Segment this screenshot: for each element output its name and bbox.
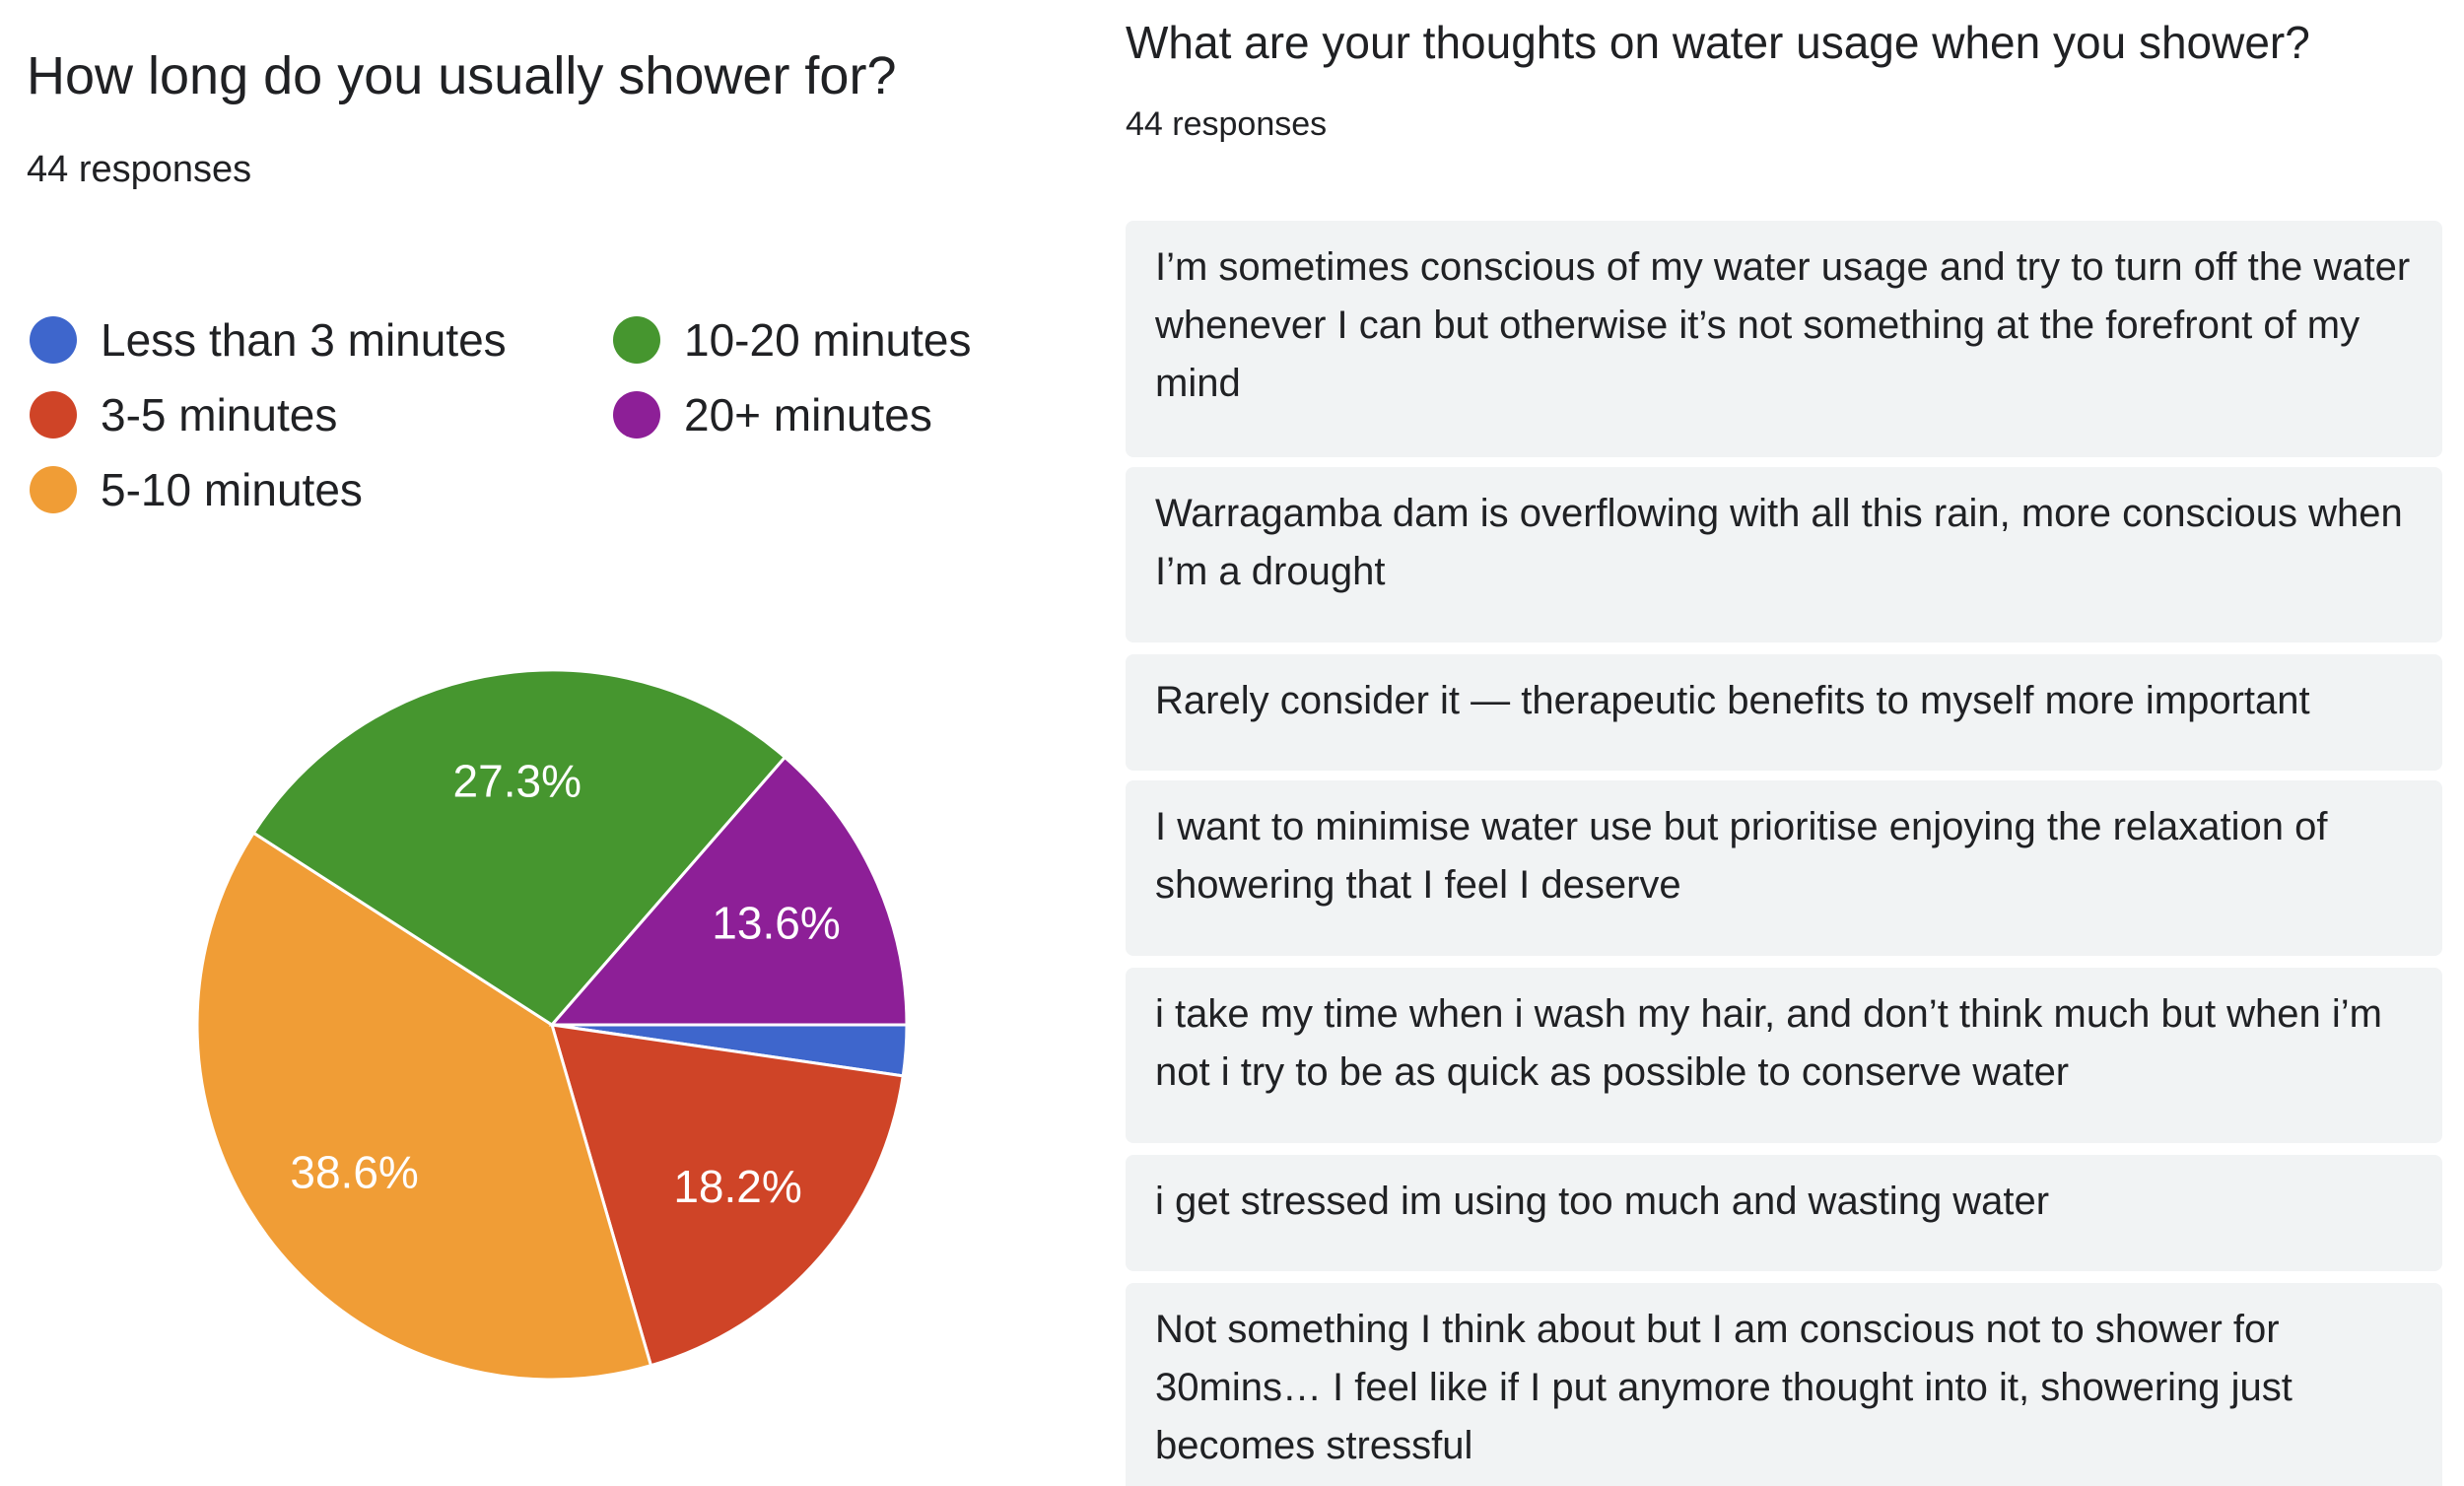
chart-legend: Less than 3 minutes 3-5 minutes 5-10 min… <box>30 305 1064 542</box>
pie-chart-svg: 18.2% 38.6% 27.3% 13.6% <box>195 668 909 1382</box>
legend-swatch <box>30 466 77 513</box>
response-item: Warragamba dam is overflowing with all t… <box>1126 467 2442 642</box>
legend-label: 3-5 minutes <box>101 389 338 440</box>
legend-swatch <box>613 316 660 364</box>
response-item: i get stressed im using too much and was… <box>1126 1155 2442 1271</box>
legend-label: Less than 3 minutes <box>101 314 507 366</box>
response-count: 44 responses <box>1126 105 1328 143</box>
legend-item: 10-20 minutes <box>613 305 972 374</box>
question-title: What are your thoughts on water usage wh… <box>1126 17 2310 68</box>
pie-slice-5-10-minutes <box>195 831 653 1382</box>
pie-chart-card: How long do you usually shower for? 44 r… <box>0 0 1084 1486</box>
response-count: 44 responses <box>27 149 252 190</box>
legend-item: 20+ minutes <box>613 380 932 449</box>
pie-label-10-20-minutes: 27.3% <box>453 755 582 806</box>
pie-slice-20plus-minutes <box>548 755 909 1027</box>
response-item: i take my time when i wash my hair, and … <box>1126 968 2442 1143</box>
legend-swatch <box>613 391 660 439</box>
legend-swatch <box>30 391 77 439</box>
text-responses-card: What are your thoughts on water usage wh… <box>1126 0 2446 1486</box>
pie-label-20plus-minutes: 13.6% <box>712 897 840 948</box>
response-item: I’m sometimes conscious of my water usag… <box>1126 221 2442 457</box>
pie-label-5-10-minutes: 38.6% <box>290 1146 418 1197</box>
legend-item: Less than 3 minutes <box>30 305 507 374</box>
pie-slice-10-20-minutes <box>251 668 787 1027</box>
pie-chart: 18.2% 38.6% 27.3% 13.6% <box>148 621 956 1429</box>
legend-label: 20+ minutes <box>684 389 932 440</box>
legend-label: 5-10 minutes <box>101 464 363 515</box>
response-item: I want to minimise water use but priorit… <box>1126 780 2442 956</box>
legend-item: 5-10 minutes <box>30 455 363 524</box>
pie-slice-3-5-minutes <box>549 1023 905 1368</box>
pie-label-3-5-minutes: 18.2% <box>673 1161 801 1212</box>
response-item: Rarely consider it — therapeutic benefit… <box>1126 654 2442 771</box>
legend-swatch <box>30 316 77 364</box>
legend-item: 3-5 minutes <box>30 380 337 449</box>
question-title: How long do you usually shower for? <box>27 46 897 105</box>
response-item: Not something I think about but I am con… <box>1126 1283 2442 1486</box>
legend-label: 10-20 minutes <box>684 314 972 366</box>
